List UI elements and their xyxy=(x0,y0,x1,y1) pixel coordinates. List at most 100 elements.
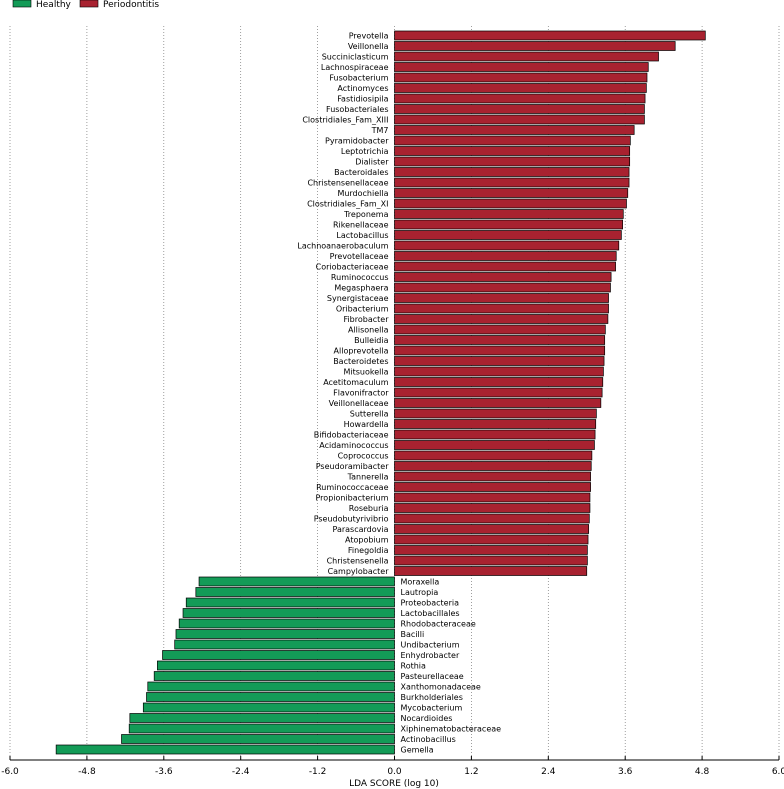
bar xyxy=(394,209,624,219)
bar xyxy=(394,440,595,450)
bar xyxy=(394,177,630,188)
bar-label: Atopobium xyxy=(345,536,389,545)
bar xyxy=(394,524,590,534)
bar xyxy=(185,597,395,608)
x-tick-label: 3.6 xyxy=(618,767,633,777)
bar-label: Propionibacterium xyxy=(316,494,389,503)
bar xyxy=(394,261,616,272)
bar-label: Bifidobacteriaceae xyxy=(314,431,389,440)
bar xyxy=(142,702,395,713)
bar xyxy=(394,324,606,335)
bar-label: Finegoldia xyxy=(348,546,389,555)
x-tick-label: -4.8 xyxy=(78,767,96,777)
legend-swatch xyxy=(79,0,99,8)
bar-label: Bulleidia xyxy=(354,336,388,345)
bar-label: Rhodobacteraceae xyxy=(401,620,476,629)
bar xyxy=(394,251,617,261)
bar-label: Enhydrobacter xyxy=(401,651,460,660)
x-tick-label: -2.4 xyxy=(232,767,250,777)
bar-label: Lactobacillales xyxy=(401,609,460,618)
bar xyxy=(394,566,588,576)
bar-label: Pasteurellaceae xyxy=(401,672,464,681)
x-tick-label: -3.6 xyxy=(155,767,173,777)
bar xyxy=(55,744,395,755)
bar xyxy=(121,734,395,744)
bar-label: Acetitomaculum xyxy=(323,378,389,387)
bar-label: Actinobacillus xyxy=(401,735,456,744)
bar-label: Clostridiales_Fam_XI xyxy=(307,200,388,209)
bar xyxy=(394,387,603,398)
bar-label: Howardella xyxy=(344,420,389,429)
bar xyxy=(394,72,648,83)
bar xyxy=(394,492,591,503)
bar xyxy=(394,314,609,324)
bar-label: Veillonellaceae xyxy=(329,399,389,408)
bar xyxy=(175,629,395,639)
bar xyxy=(128,723,395,734)
bar xyxy=(394,419,597,429)
bar-label: Veillonella xyxy=(348,42,389,51)
bar xyxy=(394,335,606,345)
bar xyxy=(174,639,395,650)
bar xyxy=(394,167,630,177)
bar-label: Leptotrichia xyxy=(341,147,389,156)
bar xyxy=(162,650,395,660)
bar-label: Xanthomonadaceae xyxy=(401,683,481,692)
bar xyxy=(182,608,395,618)
bar-label: TM7 xyxy=(371,126,389,135)
bar-label: Xiphinematobacteraceae xyxy=(401,725,502,734)
bar-label: Coprococcus xyxy=(338,452,389,461)
bar xyxy=(394,513,590,524)
bar xyxy=(394,41,676,51)
bar xyxy=(394,303,609,314)
bar-label: Sutterella xyxy=(350,410,389,419)
x-tick-label: 4.8 xyxy=(695,767,710,777)
legend: Healthy Periodontitis xyxy=(12,0,159,10)
bar-label: Rothia xyxy=(401,662,427,671)
bar xyxy=(394,377,604,387)
bar xyxy=(394,198,627,209)
bar xyxy=(394,408,597,419)
bar-label: Succiniclasticum xyxy=(322,53,389,62)
bar-label: Fastidiosipila xyxy=(337,95,388,104)
bar-label: Prevotella xyxy=(349,32,389,41)
bar-label: Prevotellaceae xyxy=(330,252,389,261)
bar xyxy=(195,587,395,597)
x-tick-label: -6.0 xyxy=(1,767,19,777)
bar-label: Nocardioides xyxy=(401,714,453,723)
bar-label: Lactobacillus xyxy=(336,231,388,240)
bar xyxy=(394,429,596,440)
bar xyxy=(146,692,395,702)
bar-label: Bacteroidetes xyxy=(333,357,388,366)
bar-label: Bacteroidales xyxy=(334,168,388,177)
bar xyxy=(394,93,646,104)
bar-label: Synergistaceae xyxy=(327,294,389,303)
bar-label: Clostridiales_Fam_XIII xyxy=(302,116,388,125)
legend-label: Healthy xyxy=(36,0,72,10)
bar-label: Lautropia xyxy=(401,588,439,597)
bar xyxy=(198,576,395,587)
bar-label: Lachnoanaerobaculum xyxy=(297,242,388,251)
bar xyxy=(394,503,591,513)
bar-label: Coriobacteriaceae xyxy=(316,263,389,272)
bar xyxy=(394,125,635,135)
bar-label: Pseudobutyrivibrio xyxy=(314,515,389,524)
bar-label: Fibrobacter xyxy=(343,315,389,324)
bar xyxy=(394,482,591,492)
bar xyxy=(394,293,609,303)
bar-label: Campylobacter xyxy=(328,567,390,576)
x-tick-label: 6.0 xyxy=(772,767,784,777)
bar-label: Oribacterium xyxy=(336,305,389,314)
x-tick-label: 0.0 xyxy=(387,767,402,777)
bar xyxy=(394,51,659,62)
bar-label: Tannerella xyxy=(347,473,389,482)
x-tick-label: 1.2 xyxy=(464,767,478,777)
bar-label: Christensenellaceae xyxy=(307,179,388,188)
bar xyxy=(178,618,395,629)
bar xyxy=(394,366,604,377)
legend-swatch xyxy=(12,0,32,8)
bar xyxy=(394,30,706,41)
bar xyxy=(394,555,588,566)
bar-label: Allisonella xyxy=(348,326,389,335)
